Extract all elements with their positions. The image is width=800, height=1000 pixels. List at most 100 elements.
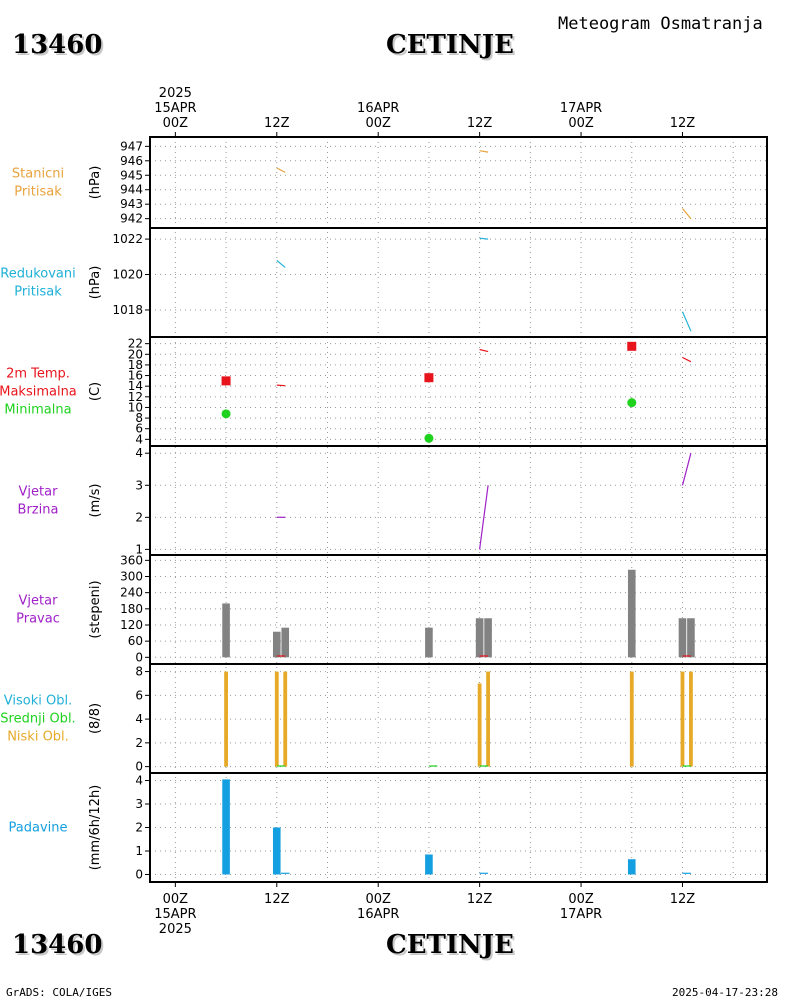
panel-frame	[149, 336, 768, 447]
data-bar	[477, 683, 482, 767]
panel-label: Pritisak	[14, 185, 62, 200]
y-tick-label: 0	[135, 867, 143, 881]
data-bar	[486, 671, 490, 767]
y-axis-unit: (mm/6h/12h)	[88, 785, 103, 871]
data-line	[479, 237, 489, 240]
y-tick-label: 2	[135, 510, 143, 524]
x-tick-label-top: 12Z	[670, 116, 696, 131]
y-tick-label: 6	[135, 422, 143, 436]
y-tick-label: 946	[120, 154, 143, 168]
y-tick-label: 22	[128, 337, 143, 351]
panel-label: Vjetar	[19, 485, 59, 500]
y-axis-unit: (hPa)	[88, 166, 103, 200]
y-tick-label: 0	[135, 650, 143, 664]
data-bar	[484, 618, 492, 658]
panel-label: Padavine	[9, 821, 68, 836]
x-tick-label-top: 2025	[159, 86, 192, 101]
panel-label: Brzina	[18, 503, 59, 518]
data-marker-square	[424, 373, 434, 383]
y-tick-label: 4	[135, 712, 143, 726]
panel-label: Redukovani	[0, 267, 75, 282]
y-tick-label: 8	[135, 665, 143, 679]
data-bar	[680, 671, 685, 767]
x-tick-label-bottom: 17APR	[560, 907, 602, 922]
y-tick-label: 4	[135, 774, 143, 788]
y-tick-label: 945	[120, 168, 143, 182]
x-tick-label-bottom: 12Z	[467, 892, 493, 907]
data-bar	[224, 671, 228, 767]
data-marker-circle	[424, 433, 434, 443]
y-axis-unit: (stepeni)	[88, 580, 103, 638]
data-marker-square	[627, 341, 637, 351]
y-tick-label: 120	[120, 618, 143, 632]
y-axis-unit: (8/8)	[88, 703, 103, 734]
y-tick-label: 12	[128, 390, 143, 404]
credit-text: GrADS: COLA/IGES	[6, 986, 112, 999]
x-tick-label-top: 00Z	[163, 116, 189, 131]
data-bar	[475, 618, 484, 658]
y-tick-label: 20	[128, 347, 143, 361]
y-tick-label: 3	[135, 478, 143, 492]
y-tick-label: 1018	[112, 303, 143, 317]
data-line	[479, 150, 489, 153]
x-tick-label-bottom: 15APR	[154, 907, 196, 922]
panel-label: Maksimalna	[0, 385, 77, 400]
data-line	[681, 453, 692, 486]
y-tick-label: 14	[128, 379, 143, 393]
data-bar	[687, 618, 695, 658]
data-marker-square	[221, 376, 231, 386]
x-tick-label-top: 15APR	[154, 101, 196, 116]
y-tick-label: 2	[135, 821, 143, 835]
data-line	[682, 356, 692, 363]
panel-frame	[149, 445, 768, 556]
x-tick-label-bottom: 12Z	[264, 892, 290, 907]
panel-label: Minimalna	[4, 403, 71, 418]
y-axis-unit: (m/s)	[88, 484, 103, 518]
data-line	[276, 384, 286, 387]
data-line	[276, 167, 286, 173]
panel-frame	[149, 663, 768, 774]
data-line	[479, 485, 489, 550]
y-tick-label: 300	[120, 570, 143, 584]
y-axis-unit: (hPa)	[88, 266, 103, 300]
panel-label: Stanicni	[12, 167, 64, 182]
data-bar	[627, 859, 636, 875]
data-marker-circle	[627, 398, 637, 408]
x-tick-label-bottom: 00Z	[365, 892, 391, 907]
timestamp-text: 2025-04-17-23:28	[672, 986, 778, 999]
panel-label: 2m Temp.	[6, 367, 70, 382]
panel-label: Niski Obl.	[7, 730, 69, 745]
y-tick-label: 4	[135, 446, 143, 460]
y-tick-label: 943	[120, 197, 143, 211]
city-name-top: CETINJE	[386, 30, 514, 60]
y-tick-label: 6	[135, 688, 143, 702]
y-tick-label: 8	[135, 411, 143, 425]
y-tick-label: 4	[135, 432, 143, 446]
station-id-bottom: 13460	[12, 930, 103, 960]
y-tick-label: 240	[120, 586, 143, 600]
data-bar	[272, 631, 281, 658]
x-tick-label-top: 00Z	[568, 116, 594, 131]
y-tick-label: 0	[135, 760, 143, 774]
data-bar	[627, 569, 636, 658]
panel-label: Visoki Obl.	[4, 694, 72, 709]
data-marker-circle	[221, 409, 231, 419]
y-tick-label: 360	[120, 553, 143, 567]
chart-title: Meteogram Osmatranja	[558, 14, 763, 34]
panel-label: Pravac	[16, 612, 60, 627]
y-tick-label: 1	[135, 844, 143, 858]
panel-frame	[149, 772, 768, 883]
data-bar	[272, 827, 281, 875]
panel-frame	[149, 554, 768, 665]
y-tick-label: 3	[135, 797, 143, 811]
data-bar	[283, 671, 288, 767]
data-bar	[281, 627, 290, 658]
panel-frame	[149, 227, 768, 338]
y-axis-unit: (C)	[88, 382, 103, 401]
city-name-bottom: CETINJE	[386, 930, 514, 960]
x-tick-label-top: 17APR	[560, 101, 602, 116]
data-bar	[425, 627, 433, 658]
data-line	[479, 348, 489, 353]
x-tick-label-top: 12Z	[264, 116, 290, 131]
